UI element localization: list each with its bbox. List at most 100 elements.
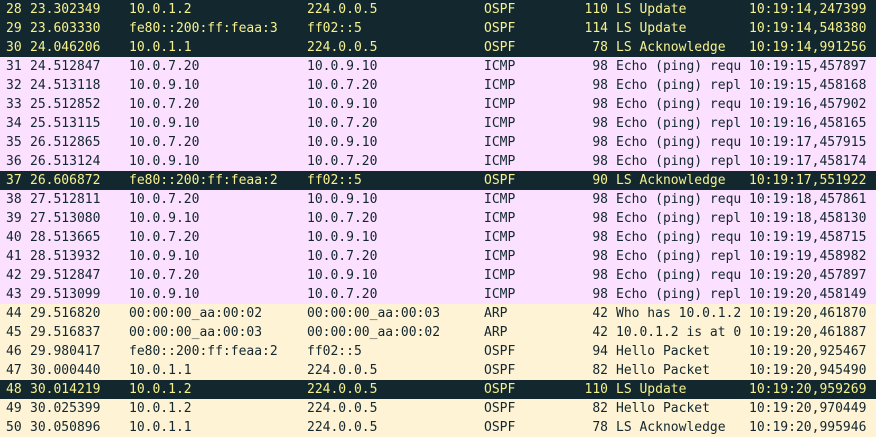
packet-timestamp: 10:19:17,458174 [749, 154, 867, 169]
packet-number: 32 [6, 78, 22, 93]
packet-length: 98 [592, 268, 608, 283]
packet-timestamp: 10:19:16,458165 [749, 116, 867, 131]
packet-protocol: ICMP [484, 78, 516, 93]
packet-info: LS Update [616, 2, 687, 17]
packet-number: 44 [6, 306, 22, 321]
packet-protocol: OSPF [484, 344, 516, 359]
packet-time: 27.512811 [30, 192, 101, 207]
packet-row[interactable]: 45 29.516837 00:00:00_aa:00:03 00:00:00_aa:… [0, 323, 876, 342]
packet-number: 30 [6, 40, 22, 55]
packet-row[interactable]: 47 30.000440 10.0.1.1 224.0.0.5 OSPF 82 Hello … [0, 361, 876, 380]
packet-length: 90 [592, 173, 608, 188]
packet-info: LS Acknowledge [616, 173, 726, 188]
packet-info: LS Update [616, 21, 687, 36]
packet-timestamp: 10:19:17,457915 [749, 135, 867, 150]
packet-source: 10.0.7.20 [129, 59, 200, 74]
packet-number: 39 [6, 211, 22, 226]
packet-length: 98 [592, 230, 608, 245]
packet-protocol: OSPF [484, 40, 516, 55]
packet-number: 41 [6, 249, 22, 264]
packet-length: 110 [584, 382, 608, 397]
packet-destination: 10.0.7.20 [307, 287, 378, 302]
packet-source: fe80::200:ff:feaa:2 [129, 173, 278, 188]
packet-length: 110 [584, 2, 608, 17]
packet-length: 98 [592, 59, 608, 74]
packet-timestamp: 10:19:16,457902 [749, 97, 867, 112]
packet-row[interactable]: 50 30.050896 10.0.1.1 224.0.0.5 OSPF 78 LS Ack… [0, 418, 876, 437]
packet-row[interactable]: 31 24.512847 10.0.7.20 10.0.9.10 ICMP 98 Echo … [0, 57, 876, 76]
packet-timestamp: 10:19:20,959269 [749, 382, 867, 397]
packet-row[interactable]: 37 26.606872 fe80::200:ff:feaa:2 ff02::5 OSP… [0, 171, 876, 190]
packet-time: 26.512865 [30, 135, 101, 150]
packet-row[interactable]: 46 29.980417 fe80::200:ff:feaa:2 ff02::5 OSP… [0, 342, 876, 361]
packet-protocol: ICMP [484, 230, 516, 245]
packet-time: 23.302349 [30, 2, 101, 17]
packet-timestamp: 10:19:14,548380 [749, 21, 867, 36]
packet-length: 98 [592, 97, 608, 112]
packet-timestamp: 10:19:14,991256 [749, 40, 867, 55]
packet-destination: 10.0.7.20 [307, 249, 378, 264]
packet-source: 10.0.7.20 [129, 97, 200, 112]
packet-source: 10.0.1.1 [129, 40, 192, 55]
packet-time: 30.025399 [30, 401, 101, 416]
packet-time: 28.513665 [30, 230, 101, 245]
packet-info: Echo (ping) repl [616, 287, 742, 302]
packet-timestamp: 10:19:20,458149 [749, 287, 867, 302]
packet-length: 78 [592, 420, 608, 435]
packet-info: Echo (ping) requ [616, 192, 742, 207]
packet-row[interactable]: 29 23.603330 fe80::200:ff:feaa:3 ff02::5 OSP… [0, 19, 876, 38]
packet-source: 10.0.7.20 [129, 268, 200, 283]
packet-destination: 224.0.0.5 [307, 401, 378, 416]
packet-length: 98 [592, 192, 608, 207]
packet-time: 29.513099 [30, 287, 101, 302]
packet-row[interactable]: 43 29.513099 10.0.9.10 10.0.7.20 ICMP 98 Echo … [0, 285, 876, 304]
packet-row[interactable]: 28 23.302349 10.0.1.2 224.0.0.5 OSPF 110 LS Up… [0, 0, 876, 19]
packet-time: 29.980417 [30, 344, 101, 359]
packet-timestamp: 10:19:20,925467 [749, 344, 867, 359]
packet-number: 50 [6, 420, 22, 435]
packet-row[interactable]: 34 25.513115 10.0.9.10 10.0.7.20 ICMP 98 Echo … [0, 114, 876, 133]
packet-time: 29.516837 [30, 325, 101, 340]
packet-row[interactable]: 38 27.512811 10.0.7.20 10.0.9.10 ICMP 98 Echo … [0, 190, 876, 209]
packet-timestamp: 10:19:19,458982 [749, 249, 867, 264]
packet-destination: 224.0.0.5 [307, 2, 378, 17]
packet-row[interactable]: 41 28.513932 10.0.9.10 10.0.7.20 ICMP 98 Echo … [0, 247, 876, 266]
packet-info: Echo (ping) repl [616, 154, 742, 169]
packet-length: 98 [592, 78, 608, 93]
packet-row[interactable]: 36 26.513124 10.0.9.10 10.0.7.20 ICMP 98 Echo … [0, 152, 876, 171]
packet-destination: 10.0.9.10 [307, 59, 378, 74]
packet-timestamp: 10:19:20,995946 [749, 420, 867, 435]
packet-time: 26.606872 [30, 173, 101, 188]
packet-row[interactable]: 30 24.046206 10.0.1.1 224.0.0.5 OSPF 78 LS Ack… [0, 38, 876, 57]
packet-timestamp: 10:19:18,458130 [749, 211, 867, 226]
packet-protocol: OSPF [484, 382, 516, 397]
packet-destination: 224.0.0.5 [307, 382, 378, 397]
packet-info: Echo (ping) requ [616, 268, 742, 283]
packet-row[interactable]: 39 27.513080 10.0.9.10 10.0.7.20 ICMP 98 Echo … [0, 209, 876, 228]
packet-row[interactable]: 42 29.512847 10.0.7.20 10.0.9.10 ICMP 98 Echo … [0, 266, 876, 285]
packet-source: 00:00:00_aa:00:02 [129, 306, 263, 321]
packet-row[interactable]: 35 26.512865 10.0.7.20 10.0.9.10 ICMP 98 Echo … [0, 133, 876, 152]
packet-length: 98 [592, 154, 608, 169]
packet-time: 29.512847 [30, 268, 101, 283]
packet-info: Who has 10.0.1.2 [616, 306, 742, 321]
packet-source: 10.0.1.2 [129, 382, 192, 397]
packet-row[interactable]: 48 30.014219 10.0.1.2 224.0.0.5 OSPF 110 LS Up… [0, 380, 876, 399]
packet-number: 45 [6, 325, 22, 340]
packet-row[interactable]: 44 29.516820 00:00:00_aa:00:02 00:00:00_aa:… [0, 304, 876, 323]
packet-source: 10.0.1.1 [129, 363, 192, 378]
packet-length: 42 [592, 306, 608, 321]
packet-destination: 224.0.0.5 [307, 363, 378, 378]
packet-row[interactable]: 49 30.025399 10.0.1.2 224.0.0.5 OSPF 82 Hello … [0, 399, 876, 418]
packet-destination: 00:00:00_aa:00:03 [307, 306, 441, 321]
packet-row[interactable]: 33 25.512852 10.0.7.20 10.0.9.10 ICMP 98 Echo … [0, 95, 876, 114]
packet-row[interactable]: 32 24.513118 10.0.9.10 10.0.7.20 ICMP 98 Echo … [0, 76, 876, 95]
packet-length: 98 [592, 287, 608, 302]
packet-length: 98 [592, 116, 608, 131]
packet-row[interactable]: 40 28.513665 10.0.7.20 10.0.9.10 ICMP 98 Echo … [0, 228, 876, 247]
packet-number: 28 [6, 2, 22, 17]
packet-timestamp: 10:19:14,247399 [749, 2, 867, 17]
packet-info: Echo (ping) requ [616, 135, 742, 150]
packet-protocol: ARP [484, 306, 508, 321]
